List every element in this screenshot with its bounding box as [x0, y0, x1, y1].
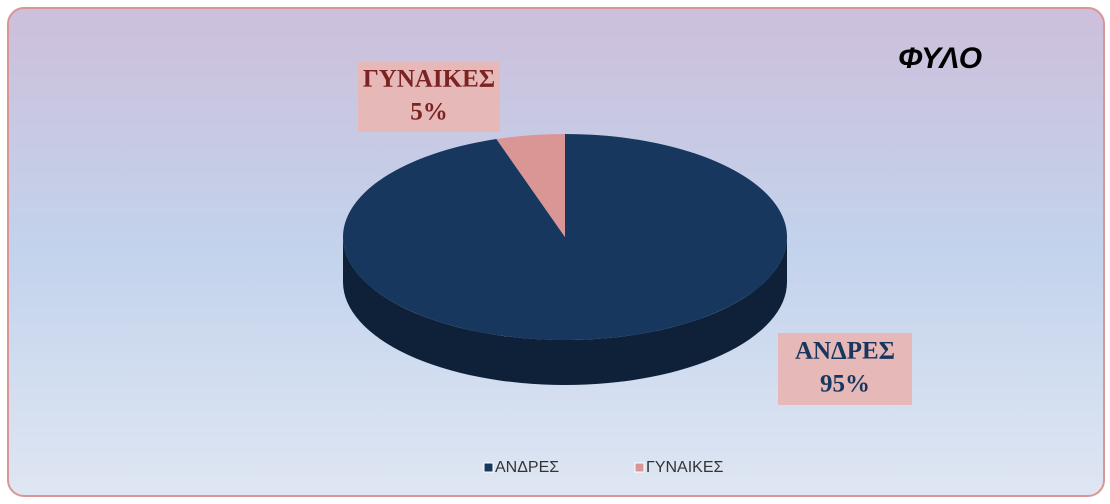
legend-swatch [634, 462, 645, 473]
data-label-box [778, 333, 912, 405]
data-label-value: 5% [410, 99, 448, 126]
pie-slice [343, 134, 788, 341]
legend-label: ΑΝΔΡΕΣ [495, 459, 559, 476]
chart-title: ΦΥΛΟ [898, 42, 982, 75]
legend-label: ΓΥΝΑΙΚΕΣ [646, 459, 724, 476]
data-label-value: 95% [820, 371, 870, 398]
legend-swatch [483, 462, 494, 473]
data-label-name: ΓΥΝΑΙΚΕΣ [363, 66, 495, 93]
pie-slice-side [343, 237, 787, 385]
data-label-name: ΑΝΔΡΕΣ [795, 338, 895, 365]
data-label-box [358, 62, 500, 132]
pie-slice [496, 134, 565, 237]
